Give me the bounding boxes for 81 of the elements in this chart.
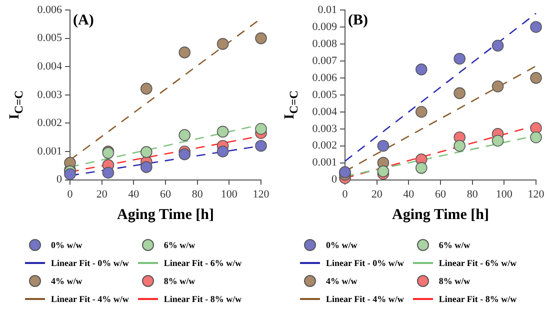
point	[492, 40, 504, 52]
legend-label: Linear Fit - 6% w/w	[438, 258, 517, 268]
point	[454, 52, 466, 65]
legend-label: 8% w/w	[164, 276, 196, 286]
point	[255, 140, 267, 152]
y-tick-label: 0.004	[312, 106, 338, 118]
point	[492, 80, 504, 92]
point	[530, 131, 542, 144]
chart-title: (A)	[73, 12, 94, 28]
y-tick-label: 0.002	[37, 117, 62, 130]
y-tick-label: 0.01	[318, 4, 337, 16]
y-tick-label: 0.002	[312, 140, 337, 152]
y-tick-label: 0.005	[37, 32, 62, 44]
y-tick-label: 0.006	[312, 72, 338, 84]
x-tick-label: 20	[371, 188, 383, 200]
legend-label: 0% w/w	[51, 240, 82, 250]
point	[216, 126, 229, 138]
point	[140, 161, 152, 173]
legend-label: Linear Fit - 0% w/w	[326, 258, 404, 268]
x-axis-title: Aging Time [h]	[392, 206, 489, 223]
point	[530, 72, 542, 84]
legend-label: Linear Fit - 4% w/w	[326, 294, 404, 304]
x-tick-label: 100	[496, 188, 513, 200]
x-axis-title: Aging Time [h]	[117, 206, 214, 223]
legend-label: Linear Fit - 0% w/w	[51, 258, 129, 268]
y-tick-label: 0.001	[37, 145, 62, 158]
y-tick-label: 0	[56, 174, 62, 186]
legend-label: 6% w/w	[438, 240, 470, 250]
x-tick-label: 120	[528, 188, 545, 200]
legend-label: Linear Fit - 6% w/w	[164, 258, 242, 268]
y-tick-label: 0.008	[312, 38, 338, 50]
x-tick-label: 60	[435, 188, 446, 200]
x-tick-label: 40	[403, 188, 415, 200]
point	[377, 140, 390, 152]
x-tick-label: 80	[192, 188, 204, 200]
y-tick-label: 0.004	[37, 60, 62, 72]
y-tick-label: 0.003	[37, 88, 62, 101]
point	[377, 165, 390, 178]
y-tick-label: 0.001	[312, 156, 337, 169]
y-tick-label: 0.006	[37, 4, 62, 16]
point	[216, 38, 229, 50]
x-tick-label: 100	[220, 188, 238, 200]
legend-label: Linear Fit - 8% w/w	[164, 294, 242, 304]
point	[416, 162, 428, 174]
point	[255, 32, 267, 44]
legend-label: 4% w/w	[51, 276, 82, 286]
x-tick-label: 0	[67, 188, 74, 200]
point	[530, 122, 542, 134]
y-tick-label: 0	[332, 174, 338, 186]
x-tick-label: 40	[128, 188, 140, 200]
legend-label: 0% w/w	[326, 240, 358, 250]
point	[102, 166, 114, 179]
y-tick-label: 0.009	[312, 20, 338, 33]
point	[416, 106, 428, 118]
x-tick-label: 80	[466, 188, 478, 200]
point	[140, 146, 152, 158]
x-tick-label: 60	[160, 188, 172, 200]
chart-title: (B)	[348, 12, 368, 28]
point	[216, 146, 229, 158]
point	[454, 87, 466, 100]
point	[416, 64, 428, 76]
x-tick-label: 20	[96, 188, 108, 200]
point	[492, 134, 504, 147]
y-tick-label: 0.007	[312, 54, 338, 67]
legend-label: 4% w/w	[326, 276, 358, 286]
x-tick-label: 120	[252, 188, 270, 200]
legend-label: Linear Fit - 8% w/w	[438, 294, 517, 304]
y-tick-label: 0.003	[312, 122, 338, 135]
y-tick-label: 0.005	[312, 88, 338, 101]
point	[64, 168, 76, 180]
point	[454, 140, 466, 152]
point	[178, 129, 190, 141]
point	[140, 82, 152, 95]
point	[178, 148, 190, 160]
point	[255, 122, 267, 135]
x-tick-label: 0	[342, 188, 348, 200]
legend-label: 8% w/w	[438, 276, 470, 286]
point	[530, 21, 542, 33]
point	[178, 46, 190, 58]
legend-label: 6% w/w	[164, 240, 196, 250]
legend-label: Linear Fit - 4% w/w	[51, 294, 129, 304]
